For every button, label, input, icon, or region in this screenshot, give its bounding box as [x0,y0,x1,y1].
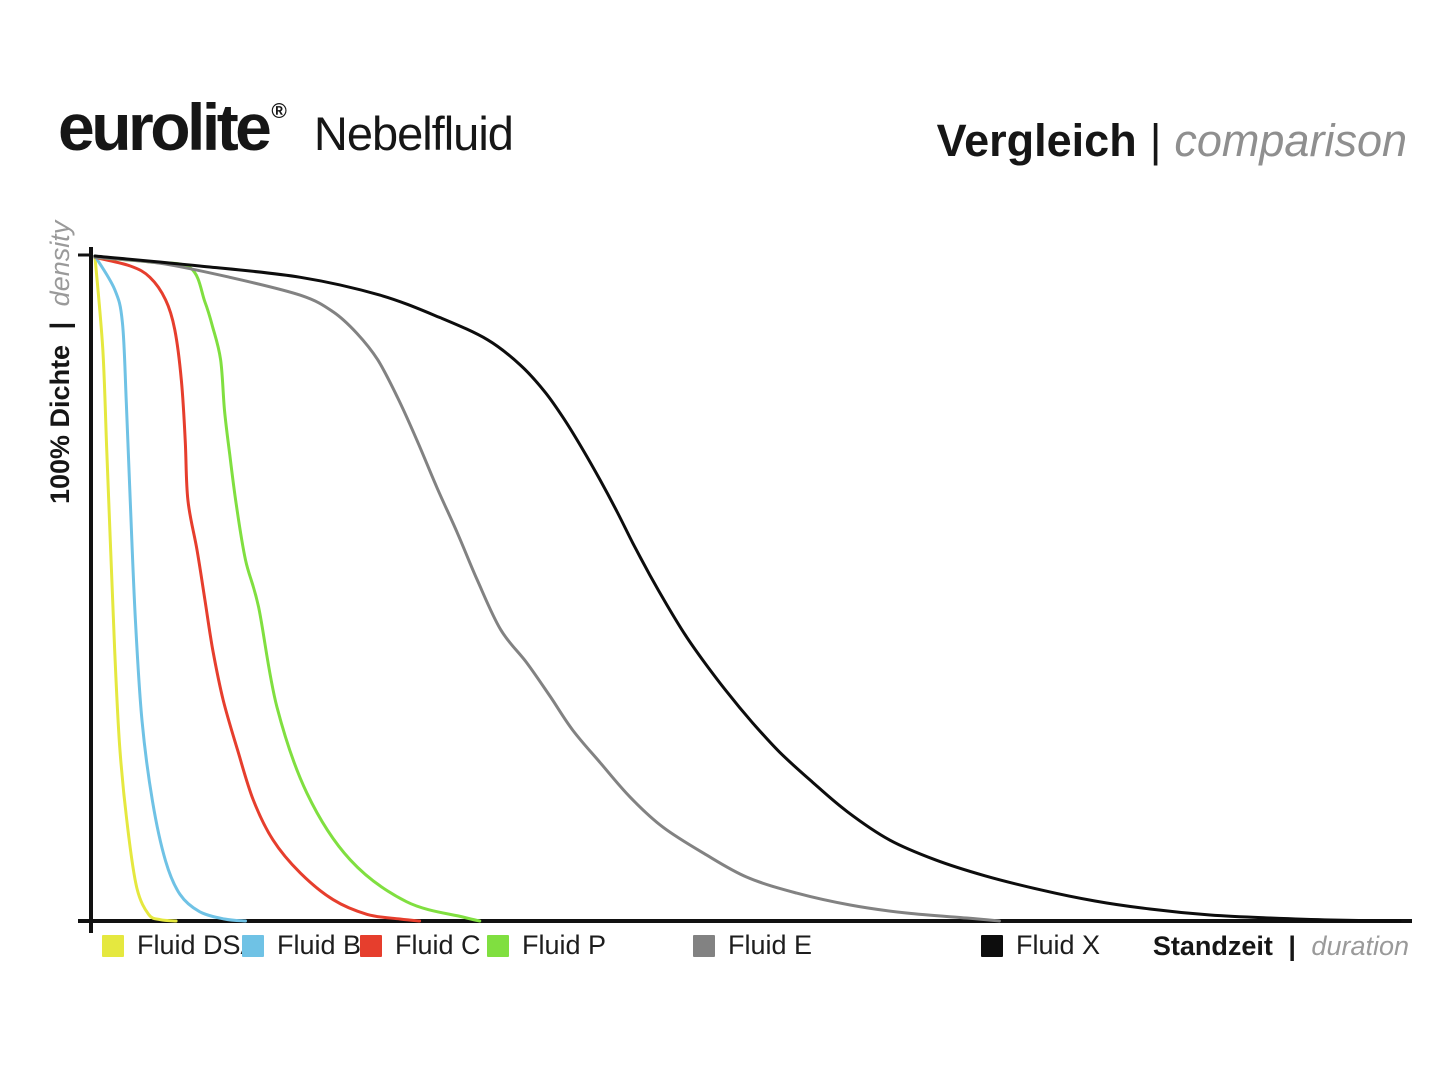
legend-swatch-fluid-p [487,934,509,957]
legend-label-fluid-p: Fluid P [522,930,607,960]
x-axis-label: Standzeit | duration [1153,933,1409,960]
y-axis-label-english: density [45,220,75,307]
legend-swatch-fluid-dsa [102,934,124,957]
legend-item-fluid-dsa: Fluid DSA [102,932,259,959]
legend-swatch-fluid-e [693,934,715,957]
brand-logo-wordmark: eurolite [58,90,272,164]
product-name: Nebelfluid [313,107,514,160]
curve-fluid-dsa [93,254,178,923]
legend-item-fluid-x: Fluid X [981,932,1100,959]
curve-fluid-x [93,254,1402,923]
legend-label-fluid-b: Fluid B [277,930,362,960]
brand-logo: eurolite ® Nebelfluid [58,90,514,164]
legend-swatch-fluid-c [360,934,382,957]
page-title: Vergleich | comparison [937,118,1407,163]
x-axis-label-german: Standzeit [1152,931,1273,961]
page-title-german: Vergleich [936,115,1137,166]
legend-label-fluid-dsa: Fluid DSA [137,930,259,960]
page-title-english: comparison [1174,115,1407,166]
y-axis-label-separator: | [45,321,75,330]
legend-swatch-fluid-b [242,934,264,957]
legend-item-fluid-b: Fluid B [242,932,361,959]
y-axis-label: 100% Dichte | density [45,220,75,504]
legend-item-fluid-e: Fluid E [693,932,812,959]
legend-label-fluid-c: Fluid C [395,930,481,960]
legend-item-fluid-p: Fluid P [487,932,606,959]
curve-fluid-c [93,255,422,923]
curve-group [93,254,1402,923]
y-axis-label-german: 100% Dichte [45,344,75,504]
legend-swatch-fluid-x [981,934,1003,957]
legend-item-fluid-c: Fluid C [360,932,481,959]
x-axis-label-english: duration [1311,931,1409,961]
registered-trademark-icon: ® [271,100,287,123]
x-axis-label-separator: | [1288,931,1296,961]
chart-legend: Fluid DSA Fluid B Fluid C Fluid P Fluid E Flu… [0,932,1445,966]
curve-fluid-e [93,255,1001,923]
curve-fluid-p [93,255,482,923]
legend-label-fluid-x: Fluid X [1016,930,1101,960]
curve-fluid-b [93,254,247,923]
legend-label-fluid-e: Fluid E [728,930,813,960]
title-separator: | [1149,115,1162,166]
